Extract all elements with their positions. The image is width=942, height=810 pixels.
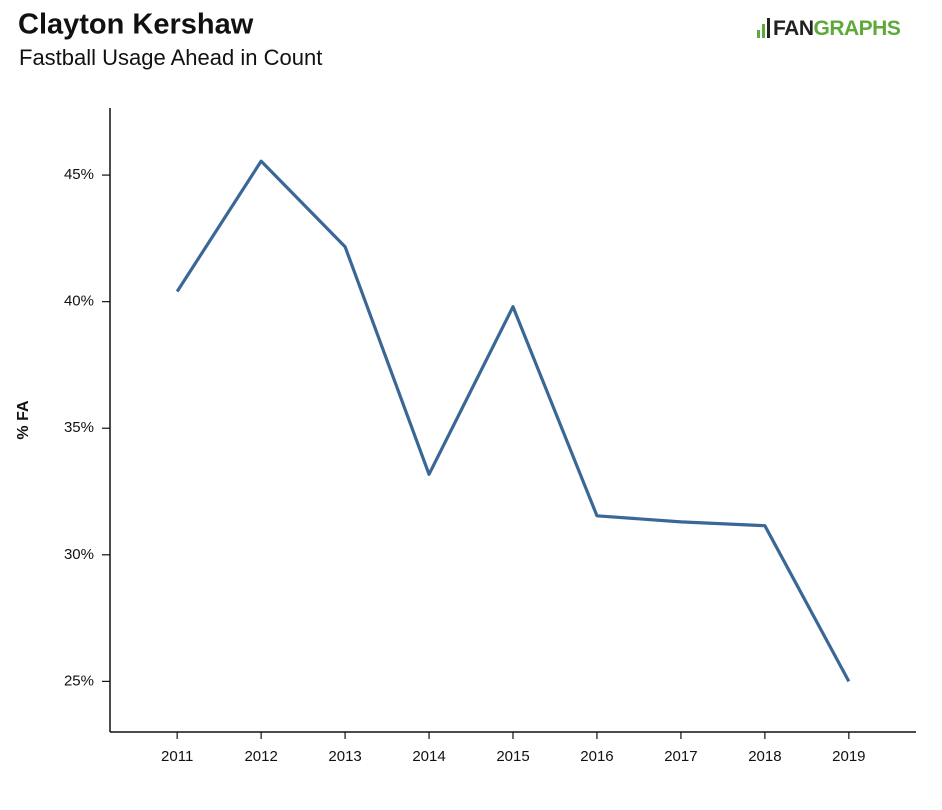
y-tick-label: 25% bbox=[64, 672, 94, 689]
x-tick-label: 2018 bbox=[748, 748, 781, 765]
logo-bar bbox=[757, 30, 760, 38]
x-tick-label: 2016 bbox=[580, 748, 613, 765]
logo-graphs: GRAPHS bbox=[814, 17, 901, 40]
x-tick-label: 2019 bbox=[832, 748, 865, 765]
y-tick-label: 45% bbox=[64, 166, 94, 183]
x-tick-label: 2013 bbox=[328, 748, 361, 765]
logo: FANGRAPHS bbox=[757, 17, 901, 40]
line bbox=[175, 159, 851, 683]
y-tick-label: 40% bbox=[64, 293, 94, 310]
x-tick-label: 2011 bbox=[161, 748, 193, 765]
y-tick-label: 30% bbox=[64, 546, 94, 563]
x-tick-label: 2017 bbox=[664, 748, 697, 765]
logo-bar bbox=[767, 18, 770, 38]
y-axis-label: % FA bbox=[15, 400, 32, 440]
x-tick-label: 2012 bbox=[244, 748, 277, 765]
logo-text: FANGRAPHS bbox=[773, 17, 901, 40]
x-tick-label: 2014 bbox=[412, 748, 445, 765]
chart-subtitle: Fastball Usage Ahead in Count bbox=[19, 45, 322, 70]
y-tick-label: 35% bbox=[64, 419, 94, 436]
logo-bar bbox=[762, 24, 765, 38]
x-tick-label: 2015 bbox=[496, 748, 529, 765]
chart-title: Clayton Kershaw bbox=[18, 9, 254, 41]
logo-fan: FAN bbox=[773, 17, 814, 40]
